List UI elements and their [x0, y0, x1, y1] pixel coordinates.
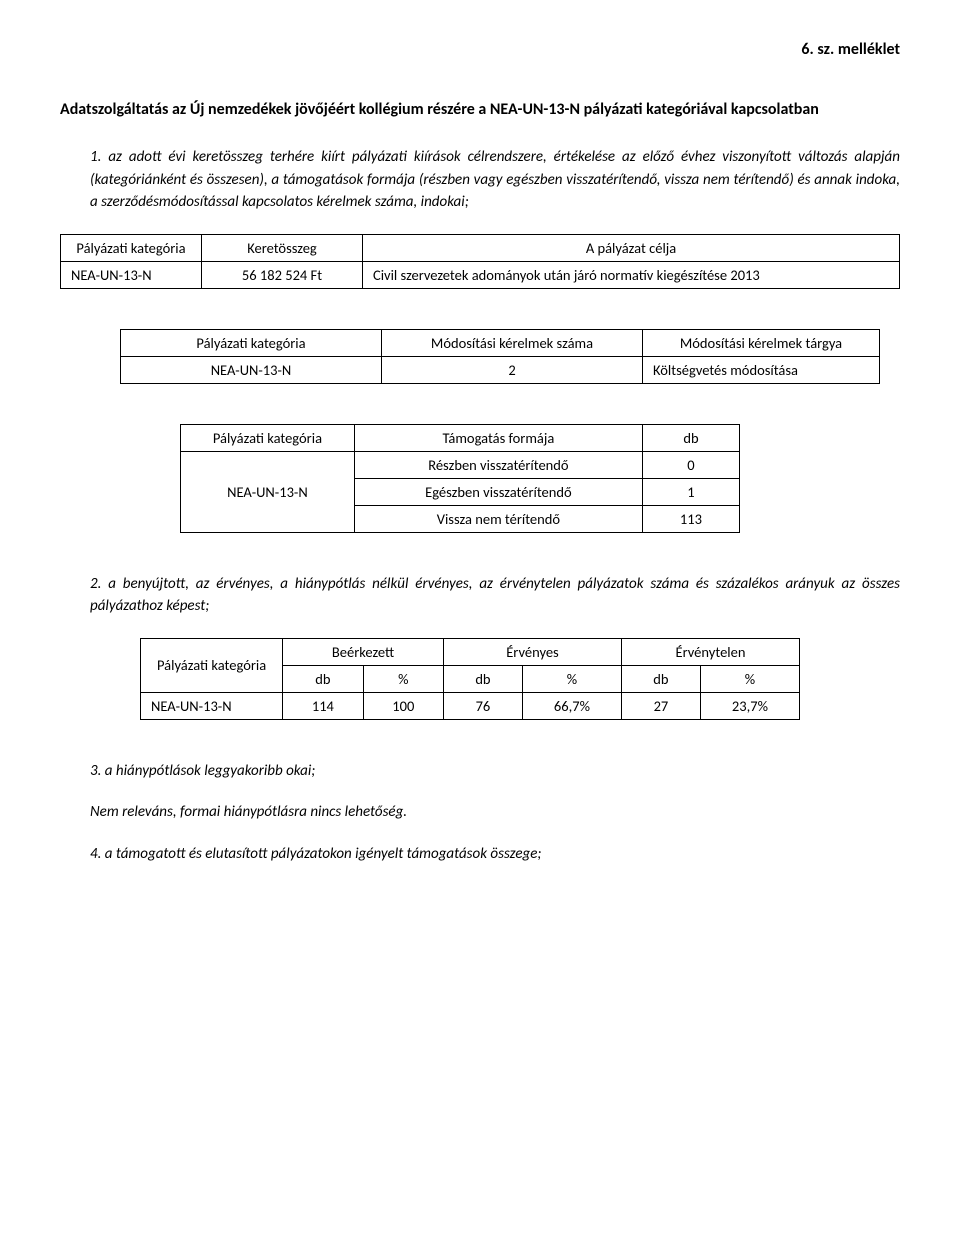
table-row: Pályázati kategória Keretösszeg A pályáz…: [61, 234, 900, 261]
td-form: Részben visszatérítendő: [354, 451, 642, 478]
td-category: NEA-UN-13-N: [181, 451, 355, 532]
th-invalid: Érvénytelen: [621, 638, 799, 665]
th-category: Pályázati kategória: [61, 234, 202, 261]
th-support-form: Támogatás formája: [354, 424, 642, 451]
td-count: 113: [642, 505, 739, 532]
list-item-2-num: 2.: [90, 575, 101, 593]
td-category: NEA-UN-13-N: [121, 356, 382, 383]
td-category: NEA-UN-13-N: [141, 692, 283, 719]
td-val: 76: [443, 692, 522, 719]
th-budget: Keretösszeg: [202, 234, 363, 261]
td-budget: 56 182 524 Ft: [202, 261, 363, 288]
td-category: NEA-UN-13-N: [61, 261, 202, 288]
td-count: 1: [642, 478, 739, 505]
td-val: 27: [621, 692, 700, 719]
list-item-4: 4. a támogatott és elutasított pályázato…: [90, 843, 900, 866]
th-purpose: A pályázat célja: [363, 234, 900, 261]
td-val: 66,7%: [522, 692, 621, 719]
list-item-3-num: 3.: [90, 762, 101, 780]
table-row: NEA-UN-13-N Részben visszatérítendő 0: [181, 451, 740, 478]
td-purpose: Civil szervezetek adományok után járó no…: [363, 261, 900, 288]
list-item-1-num: 1.: [90, 148, 101, 166]
th-category: Pályázati kategória: [181, 424, 355, 451]
th-received: Beérkezett: [283, 638, 444, 665]
table-row: Pályázati kategória Beérkezett Érvényes …: [141, 638, 800, 665]
table-support-form: Pályázati kategória Támogatás formája db…: [180, 424, 740, 533]
td-mod-subject: Költségvetés módosítása: [643, 356, 880, 383]
list-item-1-text: az adott évi keretösszeg terhére kiírt p…: [90, 148, 900, 211]
th-category: Pályázati kategória: [121, 329, 382, 356]
list-item-4-num: 4.: [90, 845, 101, 863]
table-modifications: Pályázati kategória Módosítási kérelmek …: [120, 329, 880, 384]
th-mod-subject: Módosítási kérelmek tárgya: [643, 329, 880, 356]
td-count: 0: [642, 451, 739, 478]
table-row: Pályázati kategória Módosítási kérelmek …: [121, 329, 880, 356]
th-count: db: [642, 424, 739, 451]
th-db: db: [621, 665, 700, 692]
td-mod-count: 2: [382, 356, 643, 383]
table-validity: Pályázati kategória Beérkezett Érvényes …: [140, 638, 800, 720]
attachment-header: 6. sz. melléklet: [60, 40, 900, 59]
td-form: Vissza nem térítendő: [354, 505, 642, 532]
th-valid: Érvényes: [443, 638, 621, 665]
td-val: 114: [283, 692, 363, 719]
document-title: Adatszolgáltatás az Új nemzedékek jövőjé…: [60, 99, 900, 121]
table-row: NEA-UN-13-N 114 100 76 66,7% 27 23,7%: [141, 692, 800, 719]
item3-response: Nem releváns, formai hiánypótlásra nincs…: [90, 802, 900, 823]
th-category: Pályázati kategória: [141, 638, 283, 692]
th-mod-count: Módosítási kérelmek száma: [382, 329, 643, 356]
td-val: 100: [363, 692, 443, 719]
table-row: Pályázati kategória Támogatás formája db: [181, 424, 740, 451]
th-db: db: [443, 665, 522, 692]
list-item-1: 1. az adott évi keretösszeg terhére kiír…: [90, 146, 900, 214]
list-item-4-text: a támogatott és elutasított pályázatokon…: [105, 845, 542, 863]
list-item-3-text: a hiánypótlások leggyakoribb okai;: [105, 762, 316, 780]
th-db: db: [283, 665, 363, 692]
td-val: 23,7%: [700, 692, 799, 719]
table-row: NEA-UN-13-N 2 Költségvetés módosítása: [121, 356, 880, 383]
list-item-2-text: a benyújtott, az érvényes, a hiánypótlás…: [90, 575, 900, 616]
th-pct: %: [363, 665, 443, 692]
th-pct: %: [700, 665, 799, 692]
td-form: Egészben visszatérítendő: [354, 478, 642, 505]
table-row: NEA-UN-13-N 56 182 524 Ft Civil szerveze…: [61, 261, 900, 288]
table-category-budget: Pályázati kategória Keretösszeg A pályáz…: [60, 234, 900, 289]
list-item-2: 2. a benyújtott, az érvényes, a hiánypót…: [90, 573, 900, 618]
th-pct: %: [522, 665, 621, 692]
list-item-3: 3. a hiánypótlások leggyakoribb okai;: [90, 760, 900, 783]
